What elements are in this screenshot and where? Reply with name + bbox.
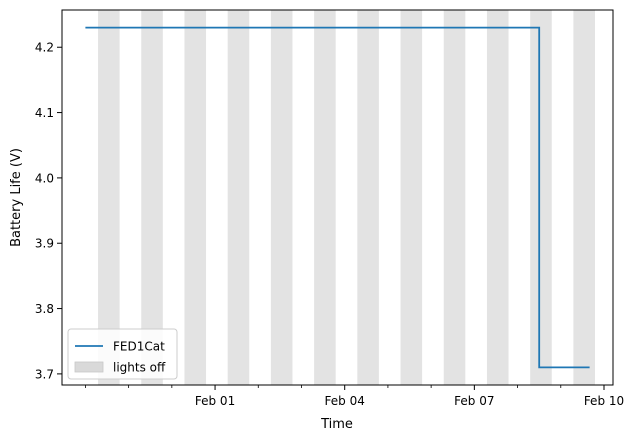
y-tick-label: 4.1 (35, 106, 54, 120)
legend-label: FED1Cat (113, 340, 165, 354)
lights-off-shading (98, 10, 595, 385)
lights-off-band (443, 10, 466, 385)
lights-off-band (227, 10, 250, 385)
lights-off-band (357, 10, 379, 385)
lights-off-band (98, 10, 120, 385)
lights-off-band (486, 10, 509, 385)
y-tick-label: 3.9 (35, 237, 54, 251)
plot-frame (61, 9, 614, 386)
x-axis-label: Time (320, 417, 353, 432)
y-tick-label: 3.7 (35, 367, 54, 381)
y-axis-label: Battery Life (V) (9, 148, 24, 247)
x-tick-label: Feb 10 (584, 394, 624, 408)
lights-off-band (530, 10, 552, 385)
y-tick-label: 4.0 (35, 171, 54, 185)
x-tick-label: Feb 04 (325, 394, 365, 408)
lights-off-band (573, 10, 595, 385)
series-lines (85, 26, 590, 369)
legend-label: lights off (113, 361, 166, 375)
lights-off-band (270, 10, 293, 385)
y-tick-label: 3.8 (35, 302, 54, 316)
legend-patch-swatch (74, 361, 104, 373)
lights-off-band (184, 10, 207, 385)
lights-off-band (400, 10, 423, 385)
legend: FED1Cat lights off (67, 328, 178, 380)
x-axis-ticks: Feb 01 Feb 04 Feb 07 Feb 10 (85, 385, 624, 408)
x-tick-label: Feb 07 (454, 394, 494, 408)
lights-off-band (314, 10, 336, 385)
series-line (85, 26, 590, 369)
y-tick-label: 4.2 (35, 41, 54, 55)
x-tick-label: Feb 01 (195, 394, 235, 408)
lights-off-band (141, 10, 163, 385)
y-axis-ticks: 3.7 3.8 3.9 4.0 4.1 4.2 (35, 41, 62, 381)
